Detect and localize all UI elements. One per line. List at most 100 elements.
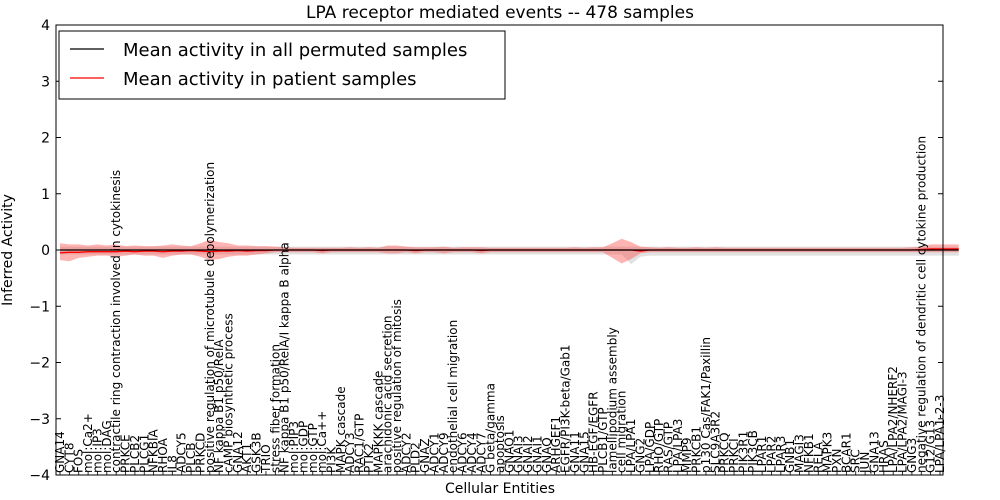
x-tick-label: mol:Ca2+ [81,413,95,473]
x-tick-label: cAMP biosynthetic process [222,313,236,473]
x-tick-label: PRKCD [193,433,207,473]
x-tick-label: LPA/LPA2/MAGI-3 [896,371,910,473]
y-tick-label: 3 [41,74,50,90]
x-tick-label: ARHGEF1 [549,416,563,473]
band-series-1 [60,238,959,264]
x-tick-label: PXN [830,449,844,473]
y-tick-label: 1 [41,187,50,203]
x-tick-label: LPA/LPA1-2-3 [933,395,947,473]
x-tick-label: FOS [72,449,86,473]
x-tick-label: PIK3CB [746,430,760,473]
x-tick-label: apoptosis [493,415,507,473]
x-tick-label: RHOA [156,437,170,473]
x-tick-label: GNA12 [231,431,245,473]
x-tick-label: arachidonic acid secretion [381,316,395,473]
x-tick-label: ADCY6 [456,432,470,473]
x-tick-label: AKT1 [240,443,254,473]
x-tick-label: NF kappa B1 p50/RelA [212,339,226,473]
x-tick-label: LPA/LPA2/NHERF2 [886,366,900,473]
x-tick-label: ADCY7 [474,432,488,473]
x-tick-label: NFKB1 [802,433,816,473]
x-tick-label: PLCB2 [128,435,142,473]
x-tick-label: GNAZ [418,438,432,473]
legend-box [58,30,506,100]
x-tick-label: LPA/LPA1 [624,419,638,473]
x-tick-label: JUN [858,452,872,474]
x-tick-label: mol:GDP [296,421,310,473]
x-tick-label: mol:DAG [100,420,114,473]
x-tick-label: PI3K [325,446,339,473]
x-tick-label: ADCY2 [399,432,413,473]
x-tick-label: lamellipodium assembly [605,327,619,473]
y-axis-label: Inferred Activity [0,194,16,306]
x-tick-label: LPAR1 [755,436,769,473]
x-tick-label: LPA/GDP [643,422,657,473]
x-tick-label: LPAR2 [765,436,779,473]
x-tick-label: NFKBIA [147,428,161,473]
x-tick-label: EGFR/PI3K-beta/Gab1 [559,344,573,473]
x-tick-label: MMP9 [680,437,694,473]
x-tick-label: negative regulation of dendritic cell cy… [914,136,928,473]
y-tick-label: 0 [41,243,50,259]
x-tick-label: cell migration [615,391,629,473]
x-tick-label: GSK3B [250,432,264,473]
x-tick-label: PLCB [184,442,198,473]
x-tick-label: PIK3R1 [736,431,750,473]
y-tick-label: −4 [29,468,50,484]
x-tick-label: contractile ring contraction involved in… [109,170,123,473]
x-tick-label: LPA/LPA3 [671,419,685,473]
x-tick-label: GNB1 [783,439,797,473]
y-tick-label: 2 [41,131,50,147]
x-tick-label: MAPK3 [821,432,835,473]
x-tick-label: ADCY1 [428,432,442,473]
x-tick-label: RELA [811,441,825,473]
x-tick-label: NF kappa B1 p50/RelA/I kappa B alpha [278,242,292,473]
x-tick-label: GNAI2 [521,435,535,473]
x-tick-label: MAPKKK cascade [371,371,385,473]
x-tick-label: ADCY4 [465,432,479,473]
x-tick-label: positive regulation of microtubule depol… [203,162,217,473]
x-tick-label: RAS/GTP [662,422,676,473]
x-tick-label: GNAI3 [512,435,526,473]
x-tick-label: GNA15 [577,431,591,473]
band-series-0 [60,246,959,265]
x-tick-label: PRKCQ [718,432,732,473]
x-tick-label: ADCY3 [343,432,357,473]
x-tick-label: PLD2 [409,442,423,473]
chart-title: LPA receptor mediated events -- 478 samp… [306,3,694,23]
x-tick-label: IL8 [165,455,179,473]
x-tick-label: BCAR1 [839,432,853,473]
x-tick-label: PRKCB1 [690,426,704,473]
x-axis-label: Cellular Entities [445,481,555,497]
x-tick-label: G12/G13 [924,420,938,473]
x-tick-label: MAGI3 [793,434,807,473]
x-tick-label: G beta/gamma [484,383,498,473]
x-tick-label: TRIO [259,444,273,474]
legend-label-patient: Mean activity in patient samples [123,69,417,90]
x-tick-label: SRC [849,449,863,473]
x-tick-label: GNA13 [868,431,882,473]
legend-label-permuted: Mean activity in all permuted samples [123,40,467,61]
x-tick-label: mol:PIP3 [287,421,301,473]
x-tick-label: ADCY5 [175,432,189,473]
x-tick-label: GNAI1 [530,435,544,473]
y-tick-label: −1 [29,299,50,315]
x-tick-label: PRKCI [727,438,741,473]
x-tick-label: RAC1/GTP [353,414,367,473]
x-tick-label: RHO/GTP [652,419,666,473]
x-tick-label: mol:Ca++ [315,411,329,473]
x-tick-label: PLCB1/GTP [596,407,610,473]
x-tick-label: PRKCE [119,434,133,473]
x-tick-label: GNAQ [540,437,554,473]
x-tick-label: GNG3 [905,438,919,473]
x-tick-label: mol:GTP [306,423,320,473]
x-tick-label: GNA11 [568,431,582,473]
legend: Mean activity in all permuted samples Me… [58,30,506,100]
x-tick-label: GNAO1 [502,430,516,473]
x-tick-label: PTK2 [362,443,376,473]
x-tick-label: positive regulation of mitosis [390,299,404,473]
y-tick-label: −2 [29,356,50,372]
y-axis-ticks: −4 −3 −2 −1 0 1 2 3 4 [29,18,943,484]
x-tick-label: p130 Cas/FAK1/Paxillin [699,337,713,473]
